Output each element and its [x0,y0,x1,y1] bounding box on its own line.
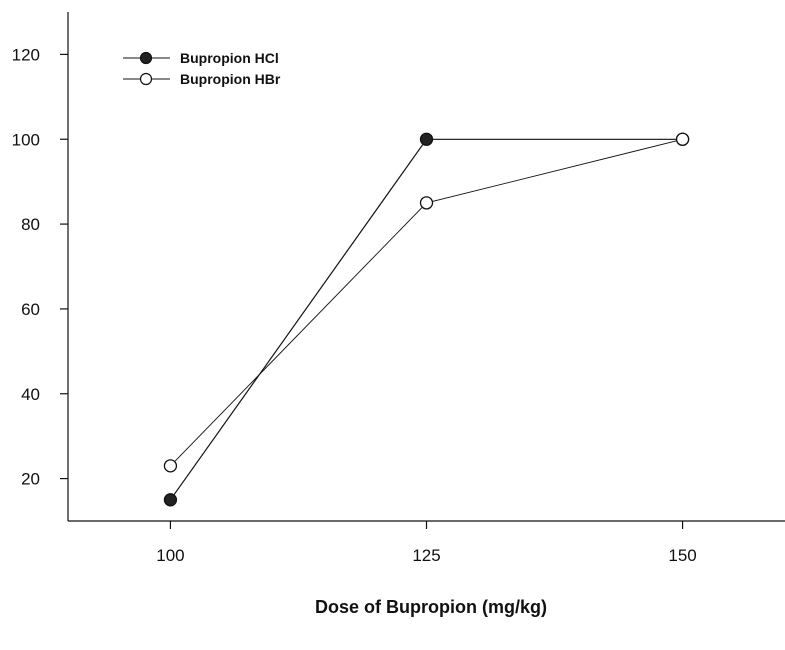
y-tick-label: 120 [12,45,40,64]
x-tick-label: 150 [668,546,696,565]
legend: Bupropion HCl Bupropion HBr [123,50,281,87]
legend-label: Bupropion HCl [180,50,279,66]
y-ticks: 20 40 60 80 100 120 [12,45,68,489]
legend-label: Bupropion HBr [180,71,281,87]
legend-marker [139,51,153,65]
x-tick-label: 125 [412,546,440,565]
x-axis-title: Dose of Bupropion (mg/kg) [315,597,547,617]
data-point-open [163,459,178,473]
legend-marker [139,72,153,86]
series-line [170,138,683,467]
data-point-filled [419,132,434,146]
data-point-open [675,132,690,146]
x-tick-label: 100 [156,546,184,565]
y-tick-label: 20 [21,470,40,489]
y-tick-label: 40 [21,385,40,404]
series-layer [163,132,690,507]
x-ticks: 100 125 150 [156,521,697,565]
series-line [169,138,683,501]
y-tick-label: 80 [21,215,40,234]
y-tick-label: 100 [12,130,40,149]
data-point-open [419,196,434,210]
y-tick-label: 60 [21,300,40,319]
data-point-filled [163,493,178,507]
axes [67,12,785,522]
